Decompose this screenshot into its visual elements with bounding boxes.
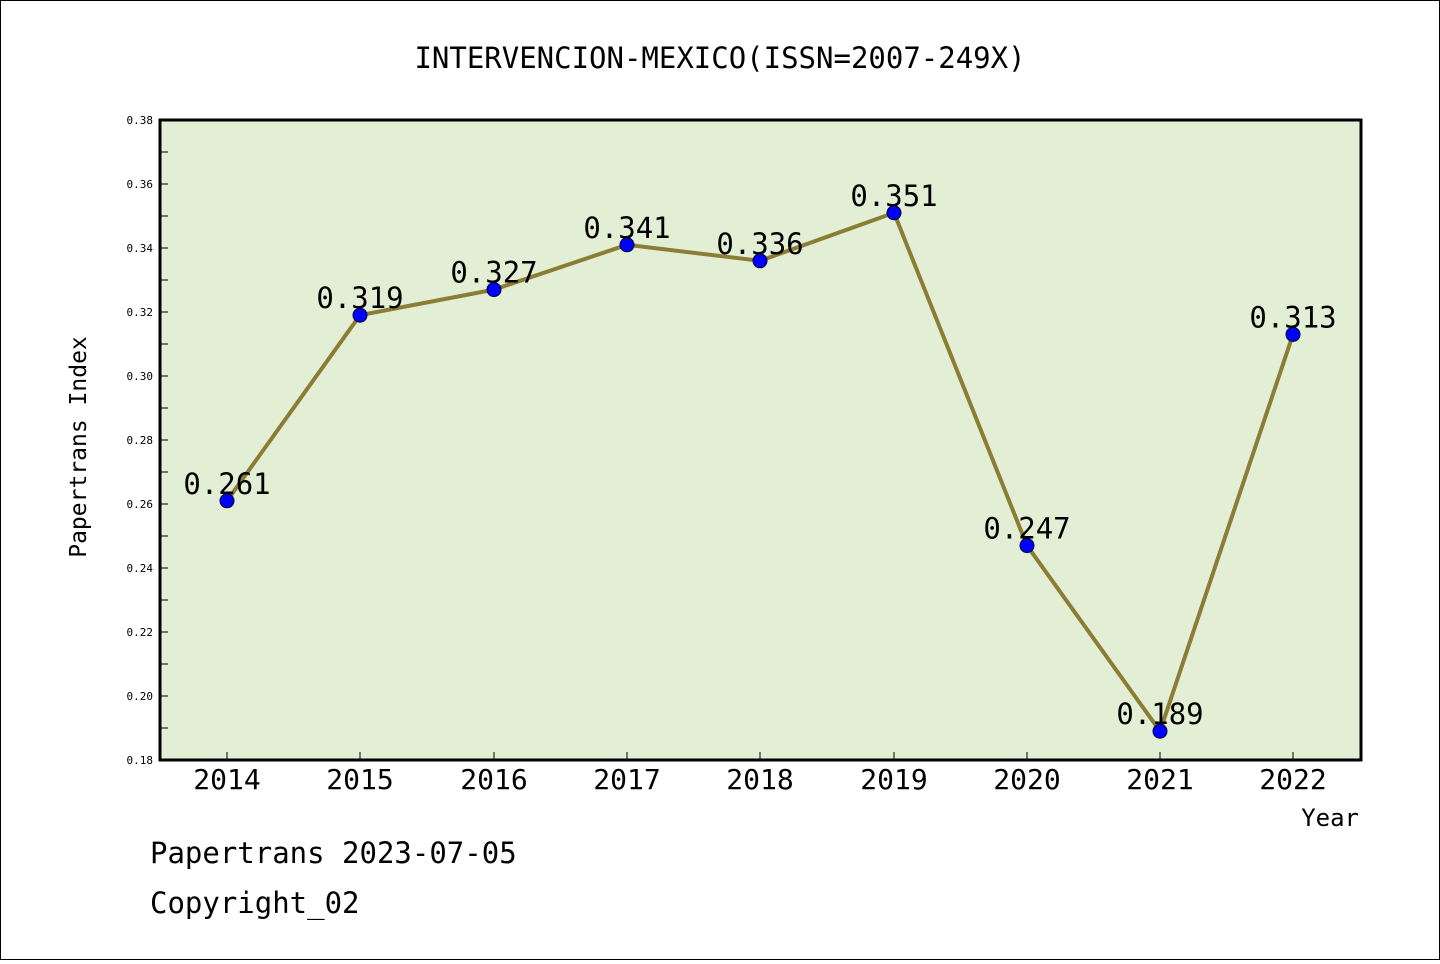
y-tick-label: 0.28 <box>127 434 154 447</box>
y-tick-label: 0.36 <box>127 178 154 191</box>
y-tick-label: 0.30 <box>127 370 154 383</box>
data-label: 0.336 <box>716 227 803 261</box>
y-tick-label: 0.22 <box>127 626 154 639</box>
data-point <box>219 493 235 509</box>
x-tick-label: 2021 <box>1126 763 1193 796</box>
data-label: 0.313 <box>1249 300 1336 334</box>
x-tick-label: 2022 <box>1259 763 1326 796</box>
data-label: 0.351 <box>850 179 937 213</box>
data-label: 0.341 <box>583 211 670 245</box>
y-tick-label: 0.18 <box>127 754 154 767</box>
data-point <box>886 205 902 221</box>
plot-area <box>158 118 1363 762</box>
y-tick-label: 0.32 <box>127 306 154 319</box>
chart-title: INTERVENCION-MEXICO(ISSN=2007-249X) <box>414 41 1025 75</box>
x-tick-label: 2018 <box>726 763 793 796</box>
data-label: 0.319 <box>316 281 403 315</box>
x-tick-label: 2014 <box>193 763 260 796</box>
data-point <box>352 307 368 323</box>
x-tick-label: 2016 <box>460 763 527 796</box>
data-point <box>486 282 502 298</box>
x-axis-title: Year <box>1301 804 1359 832</box>
data-label: 0.261 <box>183 467 270 501</box>
data-label: 0.247 <box>983 512 1070 546</box>
y-tick-label: 0.26 <box>127 498 154 511</box>
footer-copyright: Copyright_02 <box>150 886 360 920</box>
y-axis-title: Papertrans Index <box>66 336 92 558</box>
y-tick-label: 0.38 <box>127 114 154 127</box>
x-tick-label: 2019 <box>860 763 927 796</box>
x-tick-label: 2017 <box>593 763 660 796</box>
x-tick-label: 2015 <box>326 763 393 796</box>
data-point <box>1152 723 1168 739</box>
footer-date: Papertrans 2023-07-05 <box>150 836 517 870</box>
data-point <box>619 237 635 253</box>
data-point <box>1285 326 1301 342</box>
series-layer: 0.261 0.319 0.327 0.341 0.336 0.351 0.247 0.189… <box>183 179 1337 739</box>
y-tick-label: 0.20 <box>127 690 154 703</box>
data-point <box>752 253 768 269</box>
data-label: 0.327 <box>450 256 537 290</box>
y-tick-label: 0.24 <box>127 562 154 575</box>
y-tick-label: 0.34 <box>127 242 154 255</box>
data-point <box>1019 538 1035 554</box>
data-label: 0.189 <box>1116 697 1203 731</box>
x-axis: 2014 2015 2016 2017 2018 2019 2020 2021 2022 <box>193 752 1327 796</box>
y-axis: 0.18 0.20 0.22 0.24 0.26 0.28 0.30 0.32 0.34 0.36… <box>127 114 168 767</box>
x-tick-label: 2020 <box>993 763 1060 796</box>
